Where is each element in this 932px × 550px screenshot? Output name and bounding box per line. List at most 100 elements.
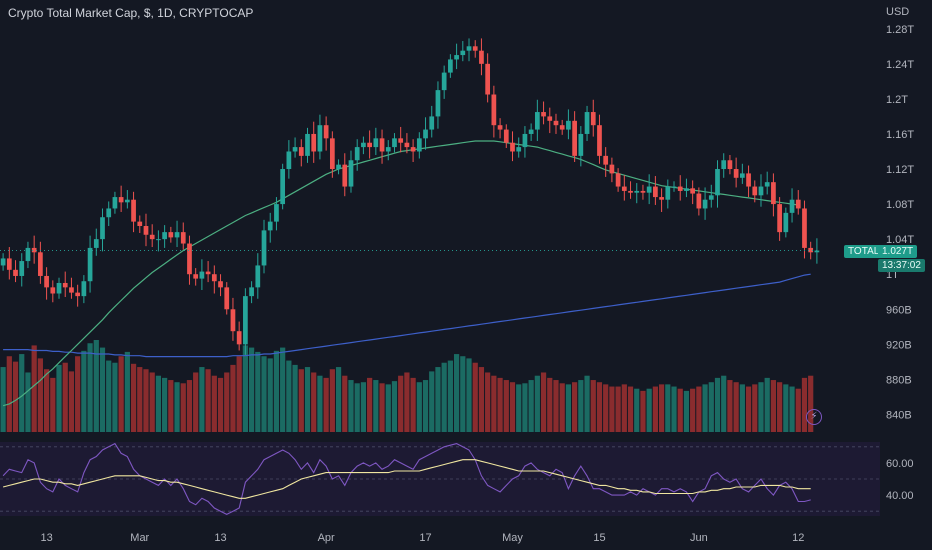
- volume-bar: [615, 386, 621, 432]
- volume-bar: [727, 380, 733, 432]
- volume-bar: [12, 361, 19, 432]
- volume-bar: [304, 367, 311, 432]
- volume-bar: [565, 384, 572, 432]
- volume-bar: [808, 375, 814, 432]
- candle-body: [50, 287, 56, 294]
- candle-body: [392, 138, 397, 148]
- volume-bar: [677, 388, 683, 432]
- volume-bar: [168, 380, 174, 432]
- candle-body: [429, 116, 435, 130]
- candle-body: [677, 186, 683, 191]
- volume-bar: [186, 380, 193, 432]
- candle-body: [435, 90, 441, 117]
- volume-bar: [81, 350, 87, 432]
- volume-bar: [721, 375, 727, 432]
- candle-body: [19, 261, 25, 276]
- candle-body: [6, 258, 12, 270]
- candle-body: [590, 112, 596, 126]
- candle-body: [44, 275, 49, 288]
- x-tick-label: Mar: [130, 532, 149, 544]
- y-tick-label: 960B: [886, 304, 912, 316]
- volume-bar: [422, 380, 429, 432]
- candle-body: [566, 120, 571, 130]
- volume-bar: [485, 372, 491, 432]
- y-tick-label: 1.16T: [886, 129, 914, 141]
- candle-body: [106, 208, 112, 218]
- volume-bar: [162, 377, 168, 432]
- candle-body: [491, 94, 497, 126]
- candle-body: [497, 125, 503, 130]
- candle-body: [733, 169, 739, 178]
- candle-body: [503, 129, 509, 143]
- volume-bar: [25, 372, 31, 432]
- volume-bar: [801, 377, 808, 432]
- volume-bar: [429, 371, 435, 432]
- candle-body: [56, 282, 62, 294]
- volume-bar: [329, 369, 335, 432]
- candle-body: [460, 50, 466, 56]
- volume-bar: [690, 388, 696, 432]
- candle-body: [404, 142, 410, 148]
- volume-bar: [367, 377, 373, 432]
- volume-bar: [652, 386, 658, 432]
- candle-body: [466, 46, 472, 51]
- volume-bar: [640, 390, 646, 432]
- volume-bar: [323, 377, 329, 432]
- y-tick-label: 1T: [886, 269, 899, 281]
- candle-body: [31, 247, 37, 253]
- candle-body: [659, 197, 664, 200]
- candle-body: [615, 173, 621, 187]
- candle-body: [311, 133, 317, 152]
- chart-title: Crypto Total Market Cap, $, 1D, CRYPTOCA…: [8, 6, 254, 20]
- volume-bar: [789, 386, 795, 432]
- volume-bar: [112, 362, 118, 432]
- volume-bar: [783, 384, 789, 432]
- volume-bar: [621, 384, 627, 432]
- volume-bar: [478, 367, 485, 432]
- volume-bar: [286, 360, 292, 432]
- candle-body: [541, 112, 546, 117]
- volume-bar: [379, 383, 385, 432]
- volume-bar: [745, 386, 752, 432]
- candle-body: [75, 292, 81, 297]
- volume-bar: [199, 367, 205, 432]
- volume-bar: [236, 356, 242, 432]
- candle-body: [814, 250, 820, 253]
- volume-bar: [255, 351, 261, 432]
- volume-bar: [634, 388, 640, 432]
- candle-body: [87, 247, 93, 282]
- volume-bar: [671, 386, 677, 432]
- candle-body: [454, 55, 459, 60]
- x-tick-label: 12: [792, 532, 804, 544]
- candle-body: [671, 186, 677, 188]
- volume-bar: [739, 384, 745, 432]
- candle-body: [187, 243, 192, 275]
- volume-bar: [714, 377, 721, 432]
- y-tick-label: 920B: [886, 339, 912, 351]
- candle-body: [274, 204, 279, 222]
- candle-body: [708, 195, 714, 200]
- volume-bar: [770, 380, 777, 432]
- rsi-tick-label: 60.00: [886, 458, 914, 470]
- candle-body: [354, 147, 360, 161]
- x-tick-label: 15: [593, 532, 605, 544]
- volume-bar: [627, 386, 634, 432]
- y-tick-label: 840B: [886, 409, 912, 421]
- volume-bar: [795, 388, 801, 432]
- volume-bar: [528, 380, 534, 432]
- candle-body: [292, 147, 298, 152]
- candle-body: [621, 186, 627, 191]
- volume-bar: [683, 390, 690, 432]
- candle-body: [218, 281, 223, 288]
- candle-body: [124, 199, 130, 203]
- candle-body: [280, 169, 286, 205]
- y-tick-label: 1.04T: [886, 234, 914, 246]
- candle-body: [739, 173, 745, 178]
- volume-bar: [609, 386, 615, 432]
- volume-bar: [149, 372, 155, 432]
- volume-bar: [75, 356, 81, 432]
- lightning-icon[interactable]: ⚡: [806, 409, 822, 425]
- volume-bar: [665, 384, 671, 432]
- volume-bar: [435, 367, 441, 432]
